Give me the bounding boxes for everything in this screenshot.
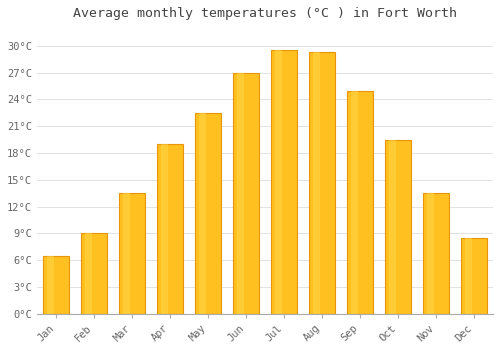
Bar <box>426 193 434 314</box>
Bar <box>312 52 320 314</box>
Bar <box>46 256 54 314</box>
Bar <box>464 238 472 314</box>
Bar <box>43 256 68 314</box>
Bar <box>122 193 130 314</box>
Bar <box>81 233 107 314</box>
Bar <box>271 50 297 314</box>
Bar <box>119 193 145 314</box>
Bar <box>160 144 168 314</box>
Bar <box>385 140 411 314</box>
Bar <box>195 113 221 314</box>
Bar <box>84 233 92 314</box>
Bar <box>274 50 282 314</box>
Bar <box>309 52 335 314</box>
Bar <box>388 140 396 314</box>
Title: Average monthly temperatures (°C ) in Fort Worth: Average monthly temperatures (°C ) in Fo… <box>73 7 457 20</box>
Bar <box>461 238 487 314</box>
Bar <box>233 73 259 314</box>
Bar <box>236 73 244 314</box>
Bar <box>347 91 373 314</box>
Bar <box>198 113 206 314</box>
Bar <box>350 91 358 314</box>
Bar <box>423 193 449 314</box>
Bar <box>157 144 183 314</box>
